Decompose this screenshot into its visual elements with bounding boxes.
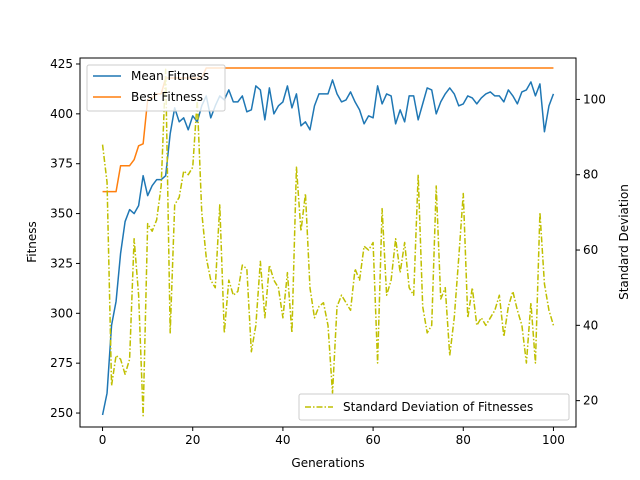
y-tick-label: 400 bbox=[50, 107, 73, 121]
series-line-standard-deviation-of-fitnesses bbox=[101, 68, 555, 417]
x-tick-label: 60 bbox=[365, 433, 380, 447]
x-tick-label: 40 bbox=[275, 433, 290, 447]
legend-right: Standard Deviation of Fitnesses bbox=[298, 393, 570, 421]
y2-tick-label: 100 bbox=[583, 92, 606, 106]
y-tick-label: 250 bbox=[50, 406, 73, 420]
x-axis-label: Generations bbox=[291, 456, 364, 470]
y2-tick-label: 80 bbox=[583, 168, 598, 182]
legend-label-mean-fitness: Mean Fitness bbox=[131, 69, 209, 83]
y2-tick-label: 40 bbox=[583, 318, 598, 332]
y-tick-label: 325 bbox=[50, 256, 73, 270]
y-tick-label: 300 bbox=[50, 306, 73, 320]
series-line-mean-fitness bbox=[101, 79, 555, 416]
y-tick-label: 425 bbox=[50, 57, 73, 71]
y2-axis-label: Standard Deviation bbox=[617, 184, 631, 300]
legend-left-box bbox=[86, 64, 226, 112]
y2-axis-ticks: 20 40 60 80 100 bbox=[576, 92, 606, 408]
legend-left: Mean Fitness Best Fitness bbox=[86, 64, 226, 112]
y2-tick-label: 60 bbox=[583, 243, 598, 257]
x-tick-label: 80 bbox=[456, 433, 471, 447]
y-tick-label: 275 bbox=[50, 356, 73, 370]
legend-right-box bbox=[298, 393, 570, 421]
plot-frame bbox=[79, 57, 577, 428]
legend-label-std-dev: Standard Deviation of Fitnesses bbox=[343, 400, 533, 414]
x-tick-label: 0 bbox=[99, 433, 107, 447]
y-axis-label: Fitness bbox=[25, 221, 39, 263]
x-tick-label: 20 bbox=[185, 433, 200, 447]
x-axis-ticks: 0 20 40 60 80 100 bbox=[99, 427, 565, 447]
y-axis-ticks: 250 275 300 325 350 375 400 425 bbox=[50, 57, 80, 420]
legend-label-best-fitness: Best Fitness bbox=[131, 90, 203, 104]
y2-tick-label: 20 bbox=[583, 394, 598, 408]
y-tick-label: 350 bbox=[50, 207, 73, 221]
y-tick-label: 375 bbox=[50, 157, 73, 171]
x-tick-label: 100 bbox=[542, 433, 565, 447]
